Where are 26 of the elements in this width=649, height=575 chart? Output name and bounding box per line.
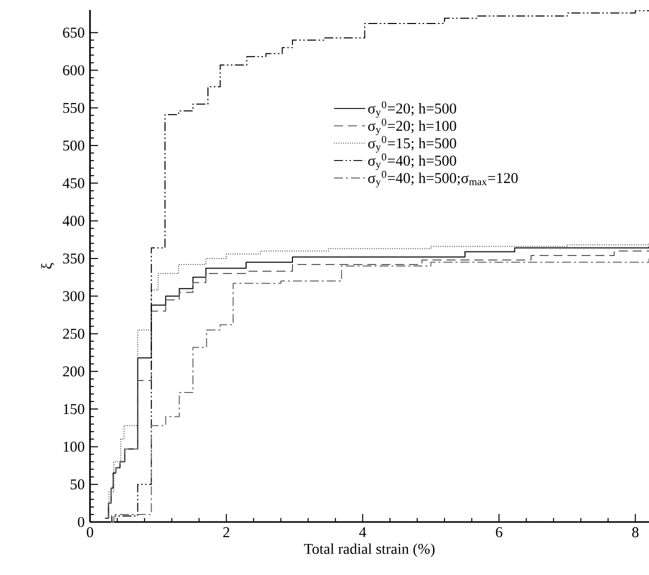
legend-label: σ$_{y}$$^{0}$=20; h=100	[368, 118, 456, 136]
y-tick-label: 300	[63, 291, 84, 302]
y-tick-label: 450	[62, 178, 84, 188]
legend-label: σ$_{y}$$^{0}$=20; h=500	[368, 101, 456, 118]
x-tick-label: 0	[86, 527, 94, 538]
x-tick-label: 4	[359, 527, 366, 538]
legend-label: σ$_{y}$$^{0}$=40; h=500	[368, 153, 456, 170]
x-tick-label: 6	[496, 527, 502, 538]
y-tick-label: 0	[78, 516, 84, 528]
y-tick-label: 250	[63, 328, 84, 339]
y-tick-label: 650	[63, 28, 84, 38]
y-tick-label: 200	[63, 366, 84, 376]
y-tick-label: 600	[63, 65, 84, 76]
x-axis-title: Total radial strain (%)	[304, 543, 435, 557]
y-tick-label: 400	[62, 216, 84, 226]
y-tick-label: 350	[63, 253, 84, 264]
x-tick-label: 2	[223, 527, 230, 538]
legend-label: σ$_{y}$$^{0}$=15; h=500	[368, 136, 456, 153]
y-tick-label: 550	[63, 102, 84, 113]
y-tick-label: 50	[70, 479, 84, 490]
y-tick-label: 500	[63, 140, 84, 151]
x-tick-label: 8	[632, 527, 639, 538]
y-tick-label: 100	[64, 442, 84, 452]
legend-label: σ$_{y}$$^{0}$=40; h=500;σ$_{max}$=120	[368, 170, 518, 188]
y-axis-title: ξ	[41, 263, 54, 269]
y-tick-label: 150	[64, 404, 84, 414]
